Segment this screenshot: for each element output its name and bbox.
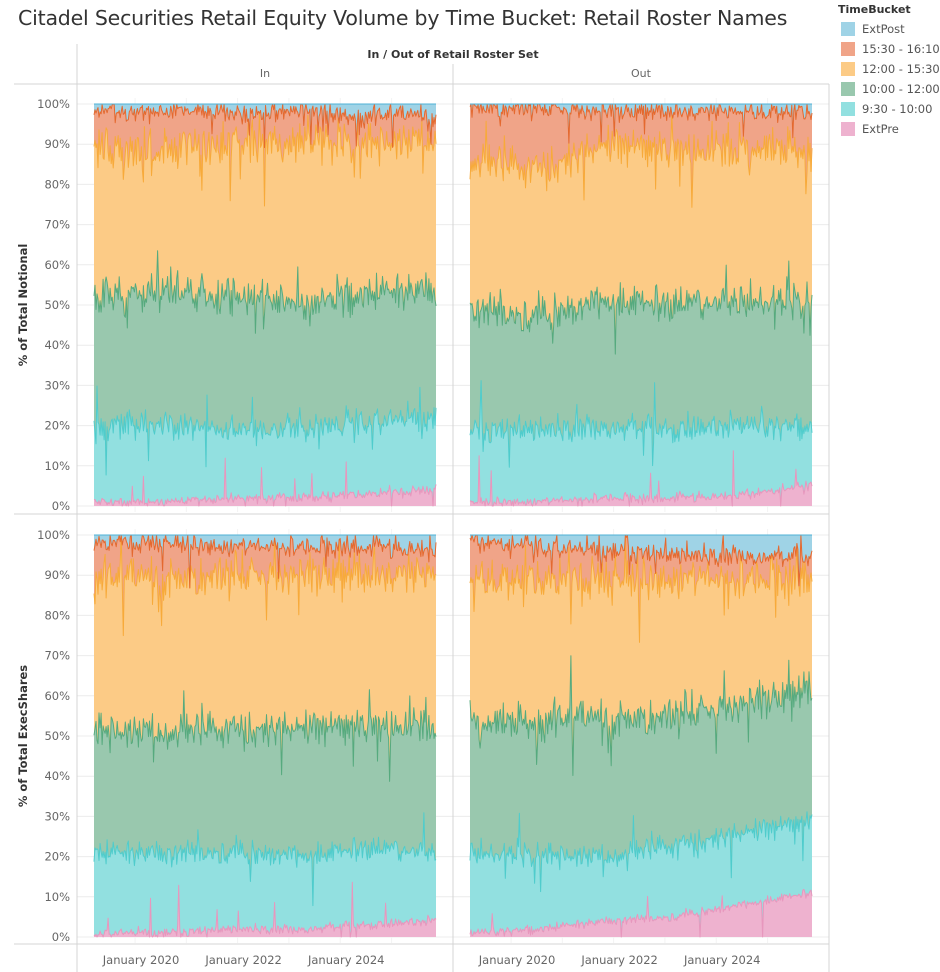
legend: TimeBucket ExtPost 15:30 - 16:10 12:00 -… [838, 0, 940, 139]
line-15-30-16-10 [93, 103, 437, 149]
line-9-30-10-00 [469, 380, 813, 468]
area-15-30-16-10 [94, 535, 436, 636]
x-tick-label: January 2020 [478, 953, 556, 967]
line-15-30-16-10 [469, 103, 813, 144]
area-15-30-16-10 [470, 535, 812, 643]
column-label-out: Out [631, 67, 652, 80]
area-9-30-10-00 [470, 811, 812, 937]
line-9-30-10-00 [469, 811, 813, 893]
panel-frame [14, 44, 830, 972]
line-12-00-15-30 [469, 113, 813, 208]
legend-swatch [841, 42, 855, 56]
line-15-30-16-10 [469, 534, 813, 587]
panel-notional-in [93, 103, 437, 507]
panel-notional-out [469, 103, 813, 507]
line-15-30-16-10 [93, 534, 437, 589]
y-tick-label: 40% [44, 769, 70, 783]
y-tick-label: 30% [44, 378, 70, 392]
panel-execshares-in [93, 534, 437, 938]
line-9-30-10-00 [93, 385, 437, 476]
column-header: In / Out of Retail Roster Set [367, 48, 538, 61]
area-10-00-12-00 [470, 261, 812, 468]
y-tick-label: 90% [44, 568, 70, 582]
legend-item-extpost[interactable]: ExtPost [838, 19, 940, 39]
area-extpre [470, 889, 812, 937]
legend-swatch [841, 122, 855, 136]
y-tick-label: 40% [44, 338, 70, 352]
line-extpre [93, 881, 437, 938]
legend-item-extpre[interactable]: ExtPre [838, 119, 940, 139]
legend-swatch [841, 22, 855, 36]
y-tick-label: 90% [44, 137, 70, 151]
area-extpost [470, 535, 812, 586]
y-tick-label: 60% [44, 689, 70, 703]
x-tick-label: January 2022 [204, 953, 282, 967]
legend-swatch [841, 62, 855, 76]
legend-label: ExtPre [862, 122, 899, 136]
legend-swatch [841, 82, 855, 96]
legend-label: 10:00 - 12:00 [862, 82, 940, 96]
line-10-00-12-00 [469, 260, 813, 355]
panel-execshares-out [469, 534, 813, 938]
legend-title: TimeBucket [838, 3, 911, 16]
y-tick-label: 10% [44, 459, 70, 473]
line-10-00-12-00 [93, 689, 437, 782]
legend-item-0930-1000[interactable]: 9:30 - 10:00 [838, 99, 940, 119]
y-tick-label: 50% [44, 298, 70, 312]
legend-swatch [841, 102, 855, 116]
y-tick-label: 80% [44, 608, 70, 622]
y-tick-label: 70% [44, 649, 70, 663]
y-tick-label: 50% [44, 729, 70, 743]
area-12-00-15-30 [94, 535, 436, 782]
series-areas [93, 103, 813, 938]
legend-item-1530-1610[interactable]: 15:30 - 16:10 [838, 39, 940, 59]
legend-item-1200-1530[interactable]: 12:00 - 15:30 [838, 59, 940, 79]
legend-label: 12:00 - 15:30 [862, 62, 940, 76]
x-tick-label: January 2022 [580, 953, 658, 967]
area-9-30-10-00 [470, 380, 812, 506]
area-9-30-10-00 [94, 386, 436, 506]
area-10-00-12-00 [94, 250, 436, 475]
y-tick-label: 0% [52, 499, 70, 513]
line-extpre [93, 457, 437, 507]
line-extpre [469, 888, 813, 938]
x-tick-labels: January 2020 January 2022 January 2024 Janu… [102, 953, 761, 967]
y-tick-label: 30% [44, 809, 70, 823]
x-tick-label: January 2024 [307, 953, 385, 967]
column-label-in: In [260, 67, 270, 80]
area-12-00-15-30 [94, 113, 436, 334]
y-tick-label: 80% [44, 177, 70, 191]
area-extpre [94, 458, 436, 506]
line-extpre [469, 450, 813, 507]
x-tick-label: January 2024 [683, 953, 761, 967]
y-tick-label: 0% [52, 930, 70, 944]
line-10-00-12-00 [469, 655, 813, 776]
x-tick-label: January 2020 [102, 953, 180, 967]
line-12-00-15-30 [93, 112, 437, 207]
y-tick-label: 100% [37, 97, 70, 111]
area-15-30-16-10 [470, 104, 812, 208]
y-tick-label: 10% [44, 890, 70, 904]
legend-label: 15:30 - 16:10 [862, 42, 940, 56]
y-tick-label: 70% [44, 218, 70, 232]
line-12-00-15-30 [93, 534, 437, 637]
line-10-00-12-00 [93, 250, 437, 334]
legend-label: 9:30 - 10:00 [862, 102, 933, 116]
line-9-30-10-00 [93, 812, 437, 907]
y-tick-label: 20% [44, 419, 70, 433]
legend-label: ExtPost [862, 22, 905, 36]
y-tick-label: 100% [37, 528, 70, 542]
y-tick-label: 60% [44, 258, 70, 272]
y-axis-label-execshares: % of Total ExecShares [16, 665, 30, 807]
line-12-00-15-30 [469, 534, 813, 643]
chart-title: Citadel Securities Retail Equity Volume … [18, 6, 788, 30]
y-tick-label: 20% [44, 850, 70, 864]
y-tick-labels: 0% 10% 20% 30% 40% 50% 60% 70% 80% 90% 100% 0% 10% 20… [37, 97, 70, 944]
y-axis-label-notional: % of Total Notional [16, 244, 30, 367]
legend-item-1000-1200[interactable]: 10:00 - 12:00 [838, 79, 940, 99]
